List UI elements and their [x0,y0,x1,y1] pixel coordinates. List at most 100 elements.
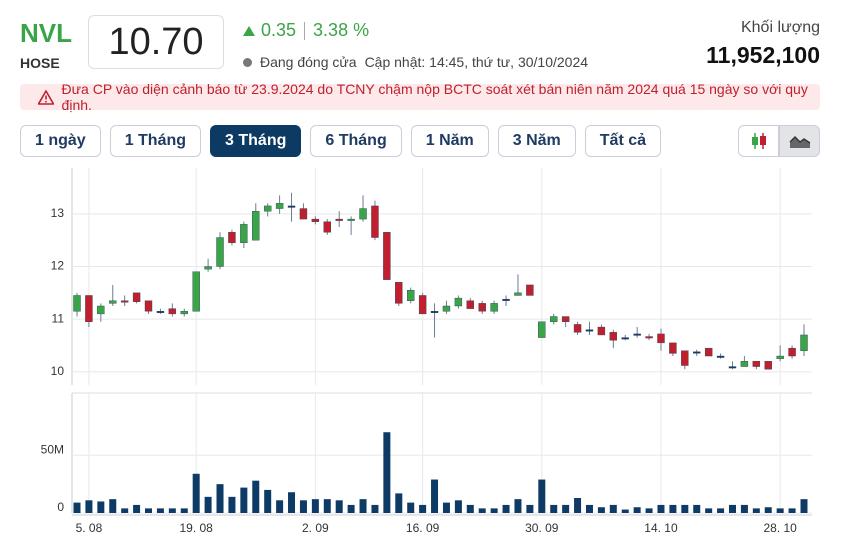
volume-bar [454,500,462,513]
volume-bar [728,504,736,513]
candle-body [550,316,558,322]
range-button[interactable]: 3 Năm [497,125,576,157]
candle-body [85,295,93,322]
change-pct: 3.38 % [313,20,370,40]
candle-body [800,334,808,351]
volume-bar [681,504,689,513]
exchange: HOSE [20,55,60,71]
area-button[interactable] [779,125,820,157]
volume-bar [371,504,379,513]
candle-body [383,232,391,280]
y-tick-label: 12 [51,259,65,273]
volume-bar [204,496,212,513]
candle-body [216,237,224,267]
candle-body [335,218,343,221]
volume-bar [252,480,260,513]
volume-bar [73,502,81,513]
candle-body [526,284,534,296]
volume-bar [514,499,522,513]
candle-body [490,303,498,312]
range-button[interactable]: 3 Tháng [210,125,302,157]
candle-body [144,300,153,312]
volume-bar [395,493,403,513]
candle-body [561,316,570,322]
candle-body [180,311,188,315]
y-tick-label: 11 [52,311,65,325]
candle-body [109,300,117,304]
volume-bar [335,500,343,513]
candle-body [478,303,486,312]
candle-body [299,208,308,220]
volume-bar [299,500,307,513]
volume-bar [240,487,248,513]
volume-bar [383,432,391,513]
volume-bar [597,507,605,513]
up-arrow [243,25,255,36]
volume-bar [264,489,272,513]
candle-body [395,282,403,304]
range-button[interactable]: 1 ngày [20,125,101,157]
candle-body [132,292,141,302]
volume-bar [323,499,331,513]
range-button[interactable]: 1 Năm [410,125,489,157]
y-tick-label: 50M [41,442,64,456]
volume-bar [228,496,236,513]
chart-type-buttons [738,125,820,157]
volume-bar [490,508,498,513]
chart: 10 11 12 13 0 50M 5. 08 19. 08 2. 09 16. 09 30. 09… [41,168,812,535]
symbol: NVL [20,18,72,48]
volume-label: Khối lượng [740,19,820,36]
change-group: 0.35 3.38 % [243,20,369,41]
volume-bar [538,479,546,513]
volume-bar [585,504,593,513]
x-tick-label: 5. 08 [76,521,103,535]
candle-body [454,297,463,307]
volume-bar [800,499,808,513]
volume-bar [550,504,558,513]
range-button[interactable]: Tất cả [584,125,662,157]
warning-text: Đưa CP vào diện cảnh báo từ 23.9.2024 do… [61,81,808,113]
candle-button[interactable] [738,125,779,157]
volume-bar [776,508,784,513]
y-tick-label: 13 [51,206,65,220]
candle-body [430,311,439,313]
volume-bar [645,508,653,513]
volume-bar [288,492,296,513]
volume-bar [740,504,748,513]
candle-body [97,305,105,315]
y-tick-label: 0 [57,500,64,514]
candle-body [442,305,451,312]
volume-bar [168,508,176,513]
volume-bar [156,508,164,513]
candle-body [681,350,689,366]
candle-body [240,224,248,243]
candle-body [192,271,200,312]
volume-bar [609,504,617,513]
warning-icon [38,89,54,105]
volume: 11,952,100 [706,42,820,68]
candle-body [407,289,415,301]
volume-bar [478,508,486,513]
candle-body [704,347,713,357]
candle-body [120,300,129,303]
volume-bar [621,509,629,513]
candle-body [538,321,546,338]
candle-body [585,329,594,332]
range-button[interactable]: 6 Tháng [310,125,402,157]
range-button[interactable]: 1 Tháng [109,125,202,157]
candle-body [728,366,737,369]
candle-body [466,300,474,309]
volume-bar [109,499,117,513]
y-tick-label: 10 [51,364,65,378]
candle-body [263,205,272,212]
x-tick-label: 30. 09 [525,521,559,535]
volume-bar [502,504,510,513]
x-tick-label: 16. 09 [406,521,440,535]
volume-bar [97,501,105,513]
volume-bar [121,508,129,513]
candle-body [252,210,260,241]
candle-body [788,347,796,357]
candle-body [621,337,629,340]
volume-bar [705,508,713,513]
